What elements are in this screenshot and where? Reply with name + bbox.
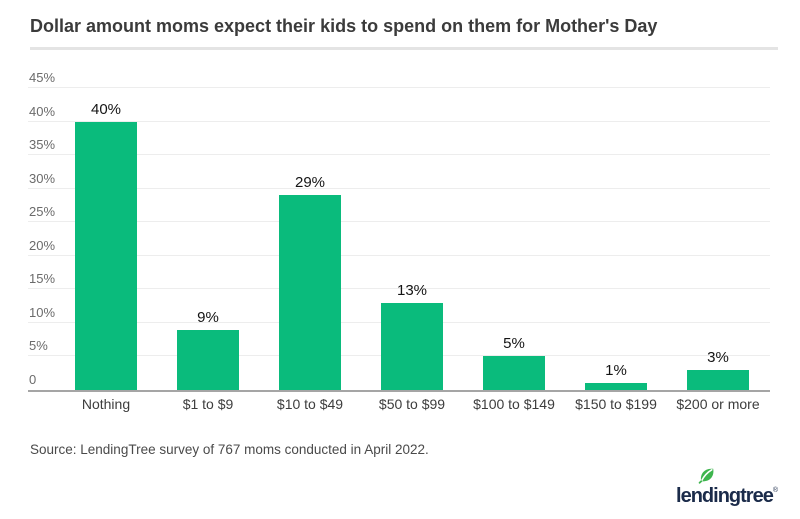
bar	[687, 369, 749, 390]
bar-value-label: 13%	[396, 281, 428, 299]
x-axis-category-label: Nothing	[81, 396, 131, 412]
gridline	[28, 288, 770, 290]
gridline	[28, 187, 770, 189]
y-axis-tick-label: 45%	[29, 70, 56, 85]
chart-title: Dollar amount moms expect their kids to …	[30, 16, 658, 36]
bar-value-label: 3%	[707, 348, 729, 366]
y-axis-tick-label: 40%	[29, 103, 56, 119]
y-axis-tick-label: 15%	[29, 271, 56, 287]
gridline	[28, 120, 770, 122]
x-axis-category-label: $200 or more	[676, 396, 760, 412]
x-axis-category-label: $10 to $49	[276, 396, 344, 412]
registered-trademark-symbol: ®	[772, 487, 778, 494]
x-axis-category-label: $1 to $9	[182, 396, 234, 412]
bar	[177, 329, 239, 390]
bar-value-label: 9%	[197, 308, 219, 326]
plot-area: 45% 40% 35% 30% 25% 20% 15% 10% 5% 0 40% Nothing 9% $…	[28, 70, 770, 412]
x-axis-category-label: $100 to $149	[473, 396, 555, 412]
gridline	[28, 87, 770, 88]
bar-value-label: 40%	[90, 100, 122, 118]
gridline	[28, 154, 770, 156]
leaf-icon	[698, 468, 714, 484]
logo-wordmark: lendingtree®	[658, 480, 778, 507]
bar-value-label: 5%	[503, 335, 525, 353]
bar	[381, 302, 443, 390]
x-axis-category-label: $150 to $199	[575, 396, 657, 412]
y-axis-tick-label: 30%	[29, 170, 56, 186]
bar	[279, 195, 341, 390]
source-note: Source: LendingTree survey of 767 moms c…	[30, 442, 429, 457]
gridline	[28, 254, 770, 256]
y-axis-tick-label: 10%	[29, 304, 56, 320]
title-divider	[30, 47, 778, 50]
logo-brand-text: lendingtree	[676, 485, 774, 507]
bar	[75, 121, 137, 390]
bar	[483, 356, 545, 390]
y-axis-tick-label: 0	[29, 372, 37, 387]
y-axis-tick-label: 5%	[29, 338, 48, 354]
y-axis-tick-label: 25%	[29, 204, 56, 220]
x-axis-category-label: $50 to $99	[378, 396, 446, 412]
lendingtree-logo: lendingtree®	[658, 464, 778, 507]
bar	[585, 383, 647, 390]
y-axis-tick-label: 20%	[29, 237, 56, 253]
y-axis-tick-label: 35%	[29, 137, 56, 153]
gridline	[28, 221, 770, 223]
bar-value-label: 1%	[605, 362, 627, 380]
bar-value-label: 29%	[294, 174, 326, 192]
